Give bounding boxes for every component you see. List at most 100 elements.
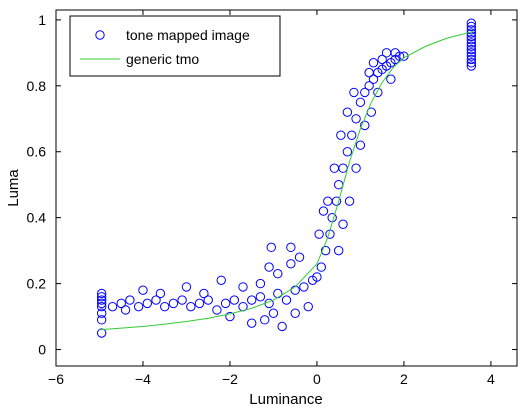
data-point <box>160 301 170 312</box>
data-point <box>238 282 248 292</box>
data-point <box>466 51 477 61</box>
data-point <box>216 275 226 285</box>
legend-label-tone-mapped: tone mapped image <box>126 27 250 43</box>
data-point <box>316 262 326 272</box>
x-axis-label: Luminance <box>249 391 322 408</box>
x-tick-label: 2 <box>400 371 408 387</box>
data-point <box>255 292 266 302</box>
data-point <box>377 54 387 65</box>
x-tick-label: 0 <box>313 371 321 387</box>
y-tick-label: 0.6 <box>27 144 47 160</box>
data-point <box>373 87 383 98</box>
legend: tone mapped image generic tmo <box>69 15 281 77</box>
data-point <box>364 67 374 78</box>
data-point <box>266 242 276 253</box>
data-point <box>351 163 361 173</box>
data-point <box>318 206 329 216</box>
legend-marker-tone-mapped <box>95 30 105 40</box>
data-point <box>314 229 324 239</box>
data-point <box>466 44 477 55</box>
data-point <box>168 298 179 309</box>
data-point <box>155 288 166 299</box>
data-point <box>203 295 213 305</box>
y-tick-label: 1 <box>38 12 46 28</box>
data-point <box>466 25 477 35</box>
data-point <box>364 81 374 91</box>
data-point <box>142 298 153 309</box>
x-tick-label: −2 <box>222 371 238 387</box>
data-point <box>286 242 296 253</box>
data-point <box>290 308 300 318</box>
data-point <box>120 305 131 315</box>
data-point <box>151 295 161 305</box>
data-point <box>290 285 300 295</box>
data-point <box>260 315 270 325</box>
x-tick-label: −6 <box>48 371 64 387</box>
data-point <box>466 18 477 28</box>
data-point <box>349 87 359 98</box>
data-point <box>323 196 333 206</box>
data-point <box>229 295 240 305</box>
legend-box <box>69 15 281 77</box>
data-point <box>329 163 340 173</box>
data-point <box>344 196 355 206</box>
data-point <box>181 282 192 292</box>
data-point <box>116 298 126 309</box>
y-tick-label: 0.4 <box>27 210 47 226</box>
data-point <box>96 298 107 309</box>
data-point <box>342 107 353 117</box>
data-point <box>194 298 205 309</box>
data-point <box>96 288 107 299</box>
data-point <box>277 321 287 332</box>
data-point <box>96 295 107 305</box>
data-point <box>96 315 107 325</box>
data-point <box>466 58 477 68</box>
data-point <box>96 308 107 318</box>
y-tick-label: 0.8 <box>27 78 47 94</box>
data-point <box>255 278 266 289</box>
data-point <box>199 288 209 299</box>
axes-box <box>55 9 518 367</box>
data-point <box>273 269 283 279</box>
data-point <box>177 295 187 305</box>
data-point <box>399 51 409 61</box>
data-point <box>360 120 370 131</box>
series-line-generic-tmo <box>99 30 474 331</box>
data-point <box>347 130 357 140</box>
data-point <box>186 301 196 312</box>
series-layer <box>96 18 477 338</box>
data-point <box>303 301 313 312</box>
data-point <box>386 74 396 84</box>
data-point <box>268 308 279 318</box>
data-point <box>466 61 477 71</box>
data-point <box>138 285 148 295</box>
x-tick-label: −4 <box>135 371 151 387</box>
data-point <box>351 114 361 124</box>
data-point <box>466 48 477 58</box>
data-point <box>368 58 379 68</box>
data-point <box>96 328 107 338</box>
plot-area <box>55 9 518 367</box>
y-tick-label: 0.2 <box>27 276 47 292</box>
data-point <box>342 147 353 157</box>
data-point <box>247 295 257 305</box>
data-point <box>212 305 222 315</box>
data-point <box>338 219 348 229</box>
data-point <box>299 282 309 292</box>
data-point <box>320 245 331 256</box>
data-point <box>220 298 231 309</box>
y-tick-label: 0 <box>38 342 46 358</box>
data-point <box>294 252 305 262</box>
data-point <box>312 272 322 282</box>
data-point <box>336 130 346 140</box>
data-point <box>333 245 344 256</box>
legend-label-generic-tmo: generic tmo <box>126 51 199 67</box>
data-point <box>96 301 107 312</box>
data-point <box>247 318 257 328</box>
y-axis-label: Luma <box>5 169 22 207</box>
axis-ticks: −6 −4 −2 0 2 4 0 0.2 0.4 0.6 0.8 1 <box>27 10 517 387</box>
data-point <box>466 34 477 45</box>
data-point <box>355 140 366 150</box>
data-point <box>466 54 477 65</box>
